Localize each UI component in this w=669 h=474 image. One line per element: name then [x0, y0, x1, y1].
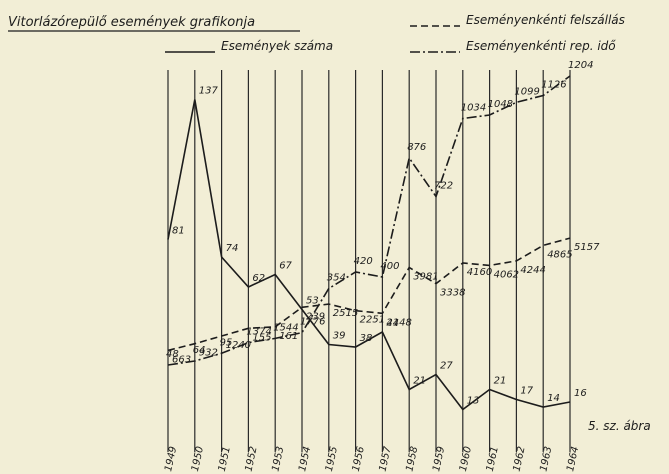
data-label: 155 [252, 332, 271, 343]
data-label: 2515 [333, 308, 358, 319]
x-tick-label: 1952 [244, 445, 260, 472]
data-label: 14 [547, 393, 560, 404]
data-label: 64 [193, 345, 206, 356]
data-label: 1544 [273, 322, 298, 333]
x-tick-label: 1954 [297, 445, 313, 472]
data-label: 81 [172, 226, 185, 237]
series-line [167, 75, 571, 366]
data-label: 62 [252, 273, 265, 284]
series-line [167, 237, 571, 352]
data-label: 3981 [413, 271, 438, 282]
data-label: 38 [360, 333, 373, 344]
data-label: 239 [306, 311, 325, 322]
data-label: 2251 [360, 315, 385, 326]
figure-label: 5. sz. ábra [588, 419, 651, 433]
legend-label: Események száma [221, 39, 333, 53]
data-label: 1126 [541, 80, 566, 91]
data-label: 876 [407, 142, 426, 153]
data-label: 161 [279, 331, 298, 342]
data-label: 4244 [520, 265, 545, 276]
x-tick-label: 1956 [351, 445, 367, 472]
x-tick-label: 1964 [565, 445, 581, 472]
data-label: 137 [199, 86, 219, 97]
data-label: 663 [172, 354, 191, 365]
data-label: 1204 [568, 60, 593, 71]
legend: Események száma Eseményenkénti felszállás… [165, 13, 625, 53]
data-label: 48 [166, 349, 179, 360]
chart-title: Vitorlázórepülő események grafikonja [8, 15, 255, 30]
x-tick-label: 1953 [270, 445, 286, 472]
x-tick-label: 1951 [217, 445, 233, 472]
data-label: 53 [306, 296, 319, 307]
data-label: 932 [199, 348, 218, 359]
data-label: 420 [354, 256, 373, 267]
data-label: 722 [434, 181, 453, 192]
data-label: 39 [333, 331, 346, 342]
data-label: 354 [327, 273, 346, 284]
data-label: 3338 [440, 288, 465, 299]
data-label: 21 [413, 376, 426, 387]
data-label: 4865 [547, 249, 572, 260]
legend-label: Eseményenkénti rep. idő [466, 39, 616, 53]
data-label: 17 [520, 386, 533, 397]
data-label: 1776 [300, 317, 325, 328]
series-line [167, 99, 571, 411]
x-tick-label: 1958 [404, 445, 420, 472]
data-label: 16 [574, 388, 587, 399]
x-tick-label: 1950 [190, 445, 206, 472]
data-label: 2148 [386, 317, 411, 328]
x-tick-label: 1961 [485, 445, 501, 472]
x-tick-label: 1957 [378, 445, 394, 473]
data-label: 1034 [461, 103, 486, 114]
legend-label: Eseményenkénti felszállás [466, 13, 625, 27]
x-tick-label: 1963 [538, 445, 554, 472]
data-label: 67 [279, 261, 292, 272]
data-label: 1240 [226, 340, 251, 351]
data-label: 4062 [494, 269, 519, 280]
data-label: 44 [386, 318, 399, 329]
x-tick-label: 1960 [458, 445, 474, 472]
x-tick-label: 1962 [512, 445, 528, 472]
data-label: 1048 [488, 99, 513, 110]
data-label: 400 [380, 261, 399, 272]
x-tick-label: 1955 [324, 445, 340, 472]
data-label: 74 [226, 243, 239, 254]
data-label: 4160 [467, 267, 492, 278]
x-tick-label: 1959 [431, 445, 447, 472]
data-label: 1374 [246, 327, 271, 338]
data-label: 21 [494, 376, 507, 387]
x-tick-label: 1949 [163, 445, 179, 472]
data-label: 5157 [574, 242, 600, 253]
data-label: 27 [440, 361, 453, 372]
data-label: 1099 [514, 86, 539, 97]
data-label: 13 [467, 396, 480, 407]
data-label: 95 [220, 337, 233, 348]
